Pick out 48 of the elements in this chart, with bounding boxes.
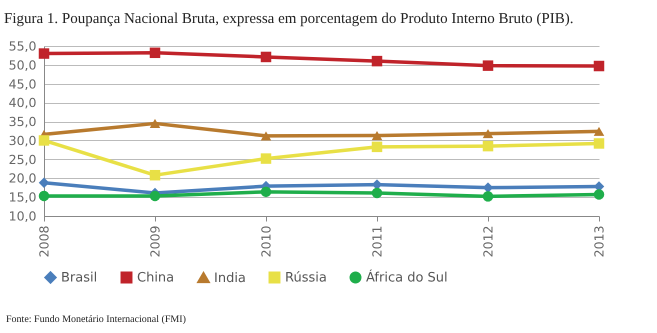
x-tick-label: 2010 bbox=[258, 225, 274, 258]
y-tick-label: 10,0 bbox=[8, 208, 37, 224]
y-tick-label: 35,0 bbox=[8, 114, 37, 130]
point bbox=[260, 186, 272, 198]
point bbox=[372, 130, 382, 140]
y-tick-label: 45,0 bbox=[8, 76, 37, 92]
point bbox=[150, 170, 160, 180]
legend-label: China bbox=[137, 270, 174, 286]
point bbox=[482, 60, 494, 71]
point bbox=[482, 140, 494, 152]
y-tick-label: 55,0 bbox=[8, 38, 37, 54]
x-tick-label: 2011 bbox=[370, 226, 384, 258]
legend-label: India bbox=[214, 270, 246, 286]
point bbox=[150, 190, 160, 202]
point bbox=[482, 129, 494, 138]
point bbox=[372, 56, 382, 66]
point bbox=[594, 60, 604, 72]
y-tick-label: 50,0 bbox=[8, 57, 37, 72]
point bbox=[482, 191, 494, 202]
point bbox=[594, 189, 604, 200]
legend-label: Rússia bbox=[285, 270, 327, 286]
point bbox=[372, 142, 382, 152]
point bbox=[372, 188, 382, 198]
x-tick-label: 2008 bbox=[36, 225, 52, 258]
point bbox=[38, 48, 50, 59]
x-tick-label: 2009 bbox=[148, 225, 162, 258]
source-note: Fonte: Fundo Monetário Internacional (FMI) bbox=[6, 314, 186, 325]
point bbox=[38, 178, 50, 188]
x-tick-label: 2012 bbox=[480, 226, 496, 258]
point bbox=[260, 52, 272, 62]
point bbox=[38, 135, 50, 146]
x-tick-label: 2013 bbox=[592, 226, 606, 258]
legend-label: África do Sul bbox=[366, 268, 448, 286]
point bbox=[482, 182, 494, 193]
point bbox=[150, 118, 160, 128]
y-tick-label: 40,0 bbox=[8, 95, 37, 110]
point bbox=[260, 131, 272, 140]
point bbox=[38, 190, 50, 202]
point bbox=[594, 138, 604, 149]
point bbox=[150, 48, 160, 58]
y-tick-label: 20,0 bbox=[8, 170, 37, 186]
chart-title: Figura 1. Poupança Nacional Bruta, expressa em porcentagem do Produto Interno Bruto (PIB). bbox=[4, 11, 574, 27]
y-tick-label: 15,0 bbox=[8, 190, 37, 205]
point bbox=[594, 126, 604, 136]
legend-label: Brasil bbox=[61, 270, 98, 286]
point bbox=[260, 153, 272, 164]
y-tick-label: 30,0 bbox=[8, 132, 37, 148]
y-tick-label: 25,0 bbox=[8, 152, 37, 167]
